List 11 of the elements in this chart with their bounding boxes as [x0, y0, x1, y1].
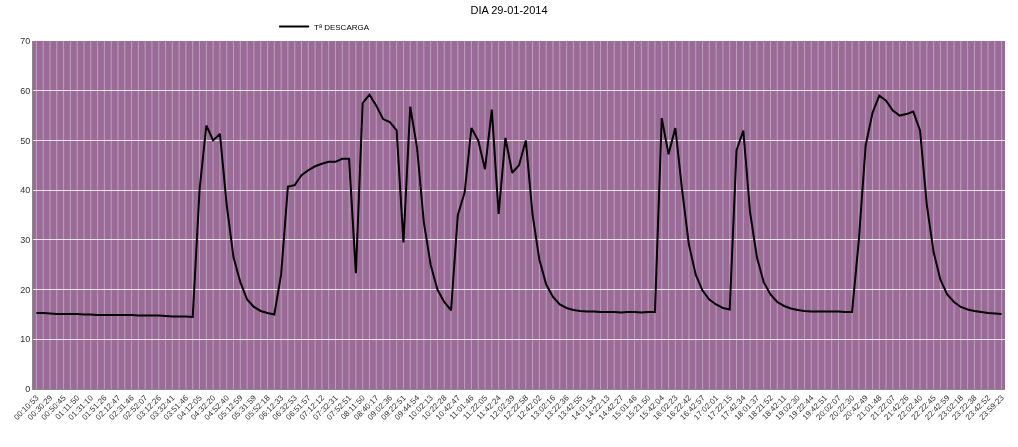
y-tick-label: 70: [20, 36, 31, 47]
legend-label: Tª DESCARGA: [314, 22, 370, 32]
y-tick-label: 10: [20, 334, 31, 345]
y-tick-label: 50: [20, 135, 31, 146]
y-tick-label: 30: [20, 235, 31, 246]
chart-title: DIA 29-01-2014: [470, 4, 548, 17]
y-tick-label: 60: [20, 85, 31, 96]
y-tick-label: 0: [25, 384, 31, 395]
y-tick-label: 20: [20, 284, 31, 295]
line-series: [35, 93, 1003, 318]
y-tick-label: 40: [20, 185, 31, 196]
